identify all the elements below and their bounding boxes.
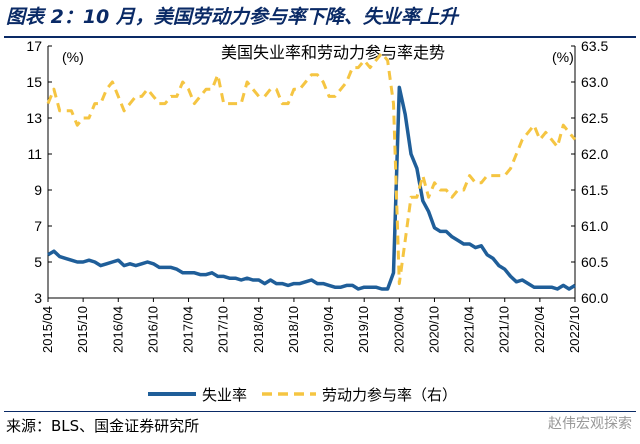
left-tick-label: 11	[27, 146, 42, 162]
series-layer	[46, 51, 577, 291]
title-rule	[4, 36, 636, 38]
left-tick-label: 3	[34, 290, 42, 306]
x-tick-label: 2019/04	[321, 306, 336, 353]
right-tick-label: 60.5	[581, 254, 608, 270]
x-tick-label: 2015/04	[40, 306, 55, 353]
line-chart: 美国失业率和劳动力参与率走势 (%) (%) 3 5 7 9 11 13 15 17 60.0 6…	[26, 38, 608, 404]
right-tick-label: 62.5	[581, 110, 608, 126]
axes: 3 5 7 9 11 13 15 17 60.0 60.5 61.0 61.5 62.0 62.5 63.0…	[26, 38, 608, 353]
right-axis-unit: (%)	[552, 49, 574, 65]
left-tick-label: 9	[34, 182, 42, 198]
x-tick-label: 2017/10	[216, 306, 231, 353]
right-tick-label: 63.0	[581, 74, 608, 90]
x-tick-label: 2015/10	[75, 306, 90, 353]
watermark: 赵伟宏观探索	[548, 416, 632, 432]
x-tick-label: 2022/10	[567, 306, 582, 353]
x-tick-label: 2016/04	[110, 306, 125, 353]
left-tick-label: 7	[34, 218, 42, 234]
left-tick-label: 17	[26, 38, 42, 54]
right-tick-label: 60.0	[581, 290, 608, 306]
legend-label-participation: 劳动力参与率（右）	[322, 386, 457, 404]
x-tick-label: 2017/04	[181, 306, 196, 353]
right-tick-label: 61.5	[581, 182, 608, 198]
x-tick-label: 2018/04	[251, 306, 266, 353]
x-tick-label: 2020/10	[426, 306, 441, 353]
x-tick-label: 2021/10	[497, 306, 512, 353]
x-tick-label: 2021/04	[462, 306, 477, 353]
right-tick-label: 62.0	[581, 146, 608, 162]
x-tick-label: 2020/04	[391, 306, 406, 353]
x-tick-label: 2016/10	[145, 306, 160, 353]
left-tick-label: 15	[26, 74, 42, 90]
x-tick-label: 2018/10	[286, 306, 301, 353]
right-tick-label: 61.0	[581, 218, 608, 234]
right-tick-label: 63.5	[581, 38, 608, 54]
legend: 失业率 劳动力参与率（右）	[148, 386, 457, 404]
x-tick-label: 2019/10	[356, 306, 371, 353]
x-tick-label: 2022/04	[532, 306, 547, 353]
legend-label-unemployment: 失业率	[202, 386, 247, 404]
unemployment-rate-line	[47, 85, 576, 291]
left-tick-label: 5	[34, 254, 42, 270]
left-axis-unit: (%)	[62, 49, 84, 65]
left-tick-label: 13	[26, 110, 42, 126]
source-note: 来源：BLS、国金证券研究所	[6, 417, 200, 435]
participation-rate-line	[46, 51, 577, 286]
source-rule	[4, 411, 636, 412]
figure-title: 图表 2：10 月，美国劳动力参与率下降、失业率上升	[6, 6, 458, 28]
chart-title: 美国失业率和劳动力参与率走势	[221, 43, 445, 62]
